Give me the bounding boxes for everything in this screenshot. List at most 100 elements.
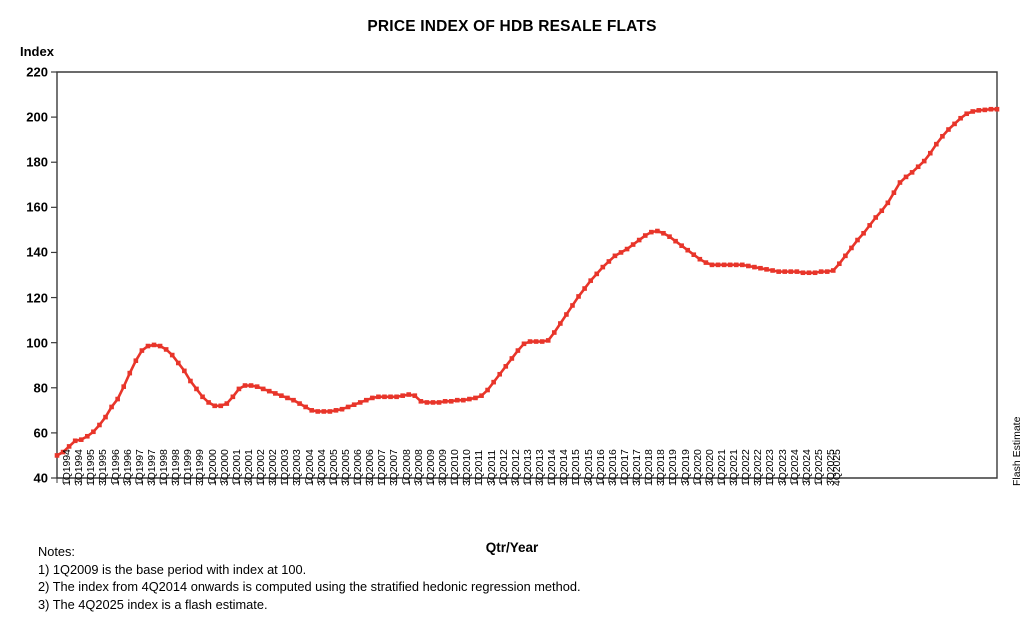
note-line-2: 2) The index from 4Q2014 onwards is comp… <box>38 579 581 594</box>
data-point-marker <box>151 342 157 348</box>
x-tick-label: 3Q2024 <box>800 449 813 486</box>
data-point-marker <box>315 409 321 414</box>
x-tick-label: 1Q2022 <box>740 449 753 486</box>
data-point-marker <box>200 394 205 400</box>
data-point-marker <box>782 269 788 274</box>
data-point-marker <box>824 269 830 274</box>
flash-estimate-annotation: Flash Estimate <box>1011 416 1023 486</box>
data-point-marker <box>515 348 521 353</box>
data-point-marker <box>503 364 509 369</box>
data-point-marker <box>879 208 885 214</box>
data-point-marker <box>545 338 551 343</box>
x-tick-label: 3Q2020 <box>703 449 716 486</box>
x-tick-label: 1Q1998 <box>158 449 171 486</box>
x-tick-label: 1Q2005 <box>327 449 340 486</box>
data-point-marker <box>218 403 224 409</box>
y-axis-ticks <box>51 71 57 479</box>
x-tick-label: 1Q2020 <box>691 449 704 486</box>
data-point-marker <box>818 269 824 274</box>
x-tick-label: 3Q2011 <box>485 450 498 486</box>
note-line-3: 3) The 4Q2025 index is a flash estimate. <box>38 596 268 612</box>
data-point-marker <box>606 259 612 264</box>
x-tick-label: 3Q2010 <box>461 449 474 486</box>
x-tick-label: 3Q1994 <box>73 449 86 486</box>
data-point-marker <box>60 449 66 455</box>
data-point-marker <box>285 395 290 401</box>
data-point-marker <box>794 269 800 274</box>
x-tick-label: 1Q2008 <box>400 449 413 486</box>
x-tick-label: 1Q2001 <box>230 449 243 486</box>
data-point-marker <box>388 394 393 400</box>
x-axis-ticks <box>56 478 828 483</box>
data-point-marker <box>363 397 369 403</box>
x-tick-label: 1Q2014 <box>546 449 559 486</box>
y-tick-label: 160 <box>26 199 48 215</box>
data-point-marker <box>588 278 593 283</box>
data-point-marker <box>661 230 666 236</box>
data-point-marker <box>636 237 642 243</box>
y-tick-label: 80 <box>33 380 48 396</box>
data-point-marker <box>746 263 751 269</box>
data-point-marker <box>703 260 709 265</box>
data-point-marker <box>54 453 60 458</box>
x-tick-label: 3Q2000 <box>218 449 231 486</box>
x-tick-label: 1Q2017 <box>618 449 631 486</box>
y-tick-label: 220 <box>26 64 48 80</box>
data-point-marker <box>982 107 988 113</box>
x-tick-label: 1Q2021 <box>715 449 728 486</box>
x-tick-label: 1Q2012 <box>497 449 510 486</box>
y-tick-label: 100 <box>26 335 48 351</box>
data-point-marker <box>273 391 278 396</box>
data-point-marker <box>175 360 181 366</box>
data-point-marker <box>327 409 333 414</box>
y-tick-label: 200 <box>26 109 48 125</box>
x-axis-title: Qtr/Year <box>485 540 539 555</box>
notes-block: Notes: 1) 1Q2009 is the base period with… <box>38 543 581 613</box>
data-point-marker <box>988 106 994 112</box>
data-point-marker <box>103 414 108 420</box>
data-point-marker <box>97 422 102 428</box>
data-point-marker <box>600 264 606 270</box>
data-point-marker <box>370 395 375 401</box>
x-tick-label: 3Q2013 <box>534 449 547 486</box>
x-tick-label: 3Q2022 <box>752 449 765 486</box>
data-point-marker <box>837 261 842 267</box>
data-point-marker <box>266 388 272 394</box>
data-point-marker <box>436 400 442 405</box>
data-point-marker <box>91 429 96 435</box>
x-tick-label: 1Q1996 <box>109 449 122 486</box>
data-point-marker <box>145 343 151 349</box>
data-point-marker <box>236 386 242 392</box>
x-tick-label: 1Q2007 <box>376 449 389 486</box>
x-tick-label: 3Q2014 <box>558 449 571 486</box>
data-point-marker <box>406 392 412 397</box>
data-point-marker <box>788 269 794 274</box>
x-tick-label: 1Q1994 <box>61 449 73 486</box>
data-point-marker <box>843 253 848 259</box>
data-point-marker <box>727 262 733 268</box>
data-point-marker <box>230 394 236 400</box>
data-point-marker <box>739 262 745 268</box>
data-point-marker <box>212 403 217 409</box>
data-point-marker <box>412 393 418 398</box>
data-point-marker <box>333 408 339 413</box>
data-point-marker <box>830 268 836 273</box>
data-point-marker <box>630 242 636 247</box>
data-point-marker <box>339 406 345 412</box>
data-point-marker <box>679 243 684 248</box>
data-point-marker <box>582 286 587 291</box>
y-tick-label: 140 <box>26 244 48 260</box>
x-tick-label: 3Q2015 <box>582 449 595 486</box>
data-point-marker <box>558 321 563 326</box>
data-point-marker <box>309 408 315 413</box>
data-point-marker <box>509 356 515 361</box>
data-point-marker <box>418 399 424 404</box>
x-tick-label: 3Q2004 <box>315 449 328 486</box>
data-point-marker <box>72 438 78 444</box>
data-point-marker <box>776 269 781 274</box>
data-point-marker <box>752 264 757 270</box>
x-tick-label: 1Q2025 <box>813 449 825 486</box>
data-point-marker <box>849 245 854 251</box>
x-tick-label: 1Q2004 <box>303 449 316 486</box>
